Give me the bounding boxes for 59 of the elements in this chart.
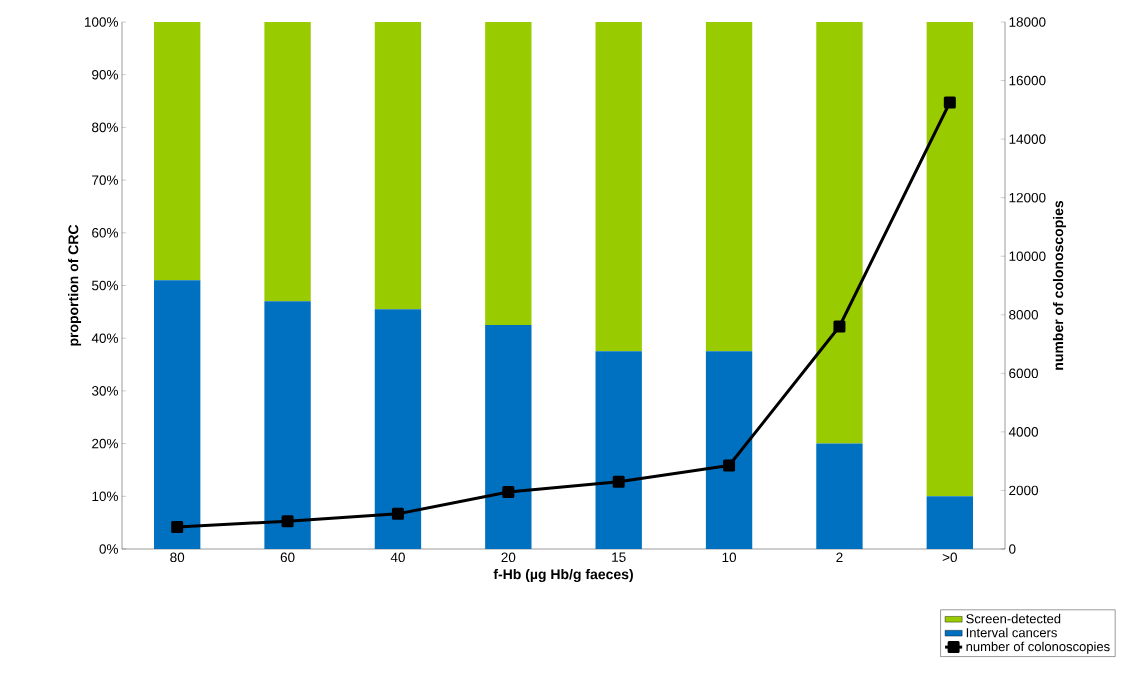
bar [926,22,973,497]
bar [374,22,422,310]
point [943,96,956,109]
y-tick-label: 10% [92,491,118,502]
x-tick-label: 15 [612,552,626,562]
y-tick-label: 70% [92,175,118,185]
y2-axis-title: number of colonoscopies [1052,200,1066,370]
y2-tick-label: 0 [1009,544,1016,554]
bar [816,22,863,444]
bar [485,22,532,326]
y2-tick-label: 18000 [1009,17,1046,27]
x-tick-label: 60 [280,552,295,563]
point [612,475,625,488]
y2-tick-label: 2000 [1009,485,1039,496]
point [171,521,184,534]
y2-tick-label: 12000 [1009,192,1046,203]
x-axis-title: f-Hb (µg Hb/g faeces) [493,568,633,583]
x-tick-label: 10 [722,552,737,563]
y2-tick-label: 4000 [1008,427,1039,437]
y-tick-label: 80% [92,122,118,133]
y-tick-label: 90% [92,69,118,80]
bar [595,22,642,352]
point [723,459,736,472]
y-tick-label: 60% [92,228,118,238]
y-tick-label: 30% [91,386,118,396]
bar [374,309,422,549]
bar [705,22,753,352]
point [833,320,846,333]
y2-tick-label: 16000 [1009,75,1046,86]
y2-tick-label: 6000 [1009,368,1039,379]
y2-tick-label: 8000 [1009,310,1039,320]
y-axis-title: proportion of CRC [68,224,82,346]
bar [926,496,973,549]
x-tick-label: 2 [836,552,843,562]
bar [595,351,642,549]
x-tick-label: 80 [170,552,185,563]
bar [264,301,311,549]
bar [816,443,863,549]
y-tick-label: 20% [92,438,118,449]
bar [154,22,201,281]
x-tick-label: 40 [390,552,405,563]
y-tick-label: 40% [91,333,118,343]
bar [485,325,532,549]
legend-label: Screen-detected [966,613,1061,624]
bar [264,22,311,302]
y-tick-label: 100% [84,17,118,27]
x-tick-label: 20 [501,552,516,563]
point [502,485,515,498]
point [281,515,294,528]
bar [154,280,201,549]
y-tick-label: 50% [91,280,118,291]
point [391,507,404,520]
y2-tick-label: 14000 [1009,134,1046,144]
x-tick-label: >0 [942,552,957,563]
legend-label: Interval cancers [966,627,1057,638]
legend-label: number of colonoscopies [966,641,1110,654]
y2-tick-label: 10000 [1009,251,1046,261]
y-tick-label: 0% [99,544,118,554]
bar [705,351,753,549]
